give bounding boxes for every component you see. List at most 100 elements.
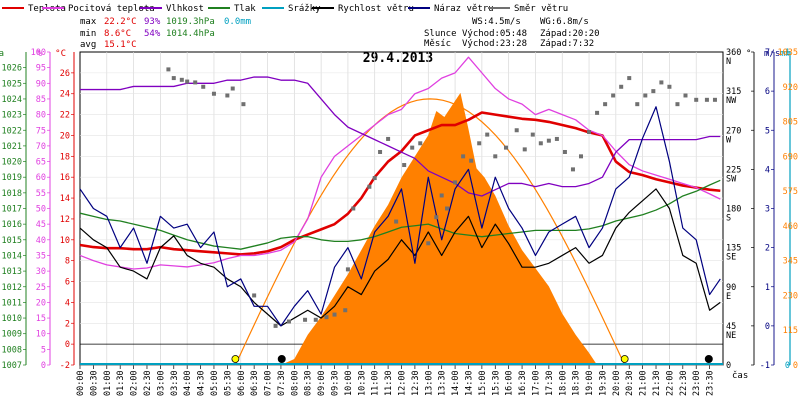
wind-dir-point-59 [675,102,680,107]
hpa-tick-label-9: 1016 [2,220,22,230]
dir-tick-label-2: 90 [726,283,736,293]
x-tick-label-31: 15:30 [491,370,501,396]
solar-tick-label-5: 575 [783,187,798,197]
chart-title: 29.4.2013 [363,51,433,66]
pct-tick-label-18: 90 [36,79,46,89]
wind-dir-point-42 [538,141,543,146]
x-tick-label-38: 19:00 [585,370,595,396]
avg-temp: 15.1°C [104,40,137,50]
wind-dir-point-0 [166,67,171,72]
hpa-tick-label-5: 1012 [2,283,22,293]
temp-axis-label: °C [55,49,66,59]
wind-dir-point-41 [530,132,535,137]
wind-tick-label-0: -1 [760,361,770,371]
wind-dir-point-44 [554,136,559,141]
legend-label-4: Srážky [288,4,321,14]
dir-tick-label-5: 225 [726,165,741,175]
hpa-axis-label: hPa [0,49,4,59]
legend-label-1: Pocitová teplota [68,4,155,14]
pct-tick-label-3: 15 [36,314,46,324]
wind-dir-point-17 [343,308,348,313]
x-tick-label-45: 22:30 [679,370,689,396]
wind-dir-point-13 [303,317,308,322]
rain-tick-label-0: 0 [785,361,790,371]
hpa-tick-label-7: 1014 [2,251,22,261]
wind-dir-point-36 [485,132,490,137]
pct-tick-label-10: 50 [36,205,46,215]
x-tick-label-16: 08:00 [290,370,300,396]
x-tick-label-39: 19:30 [598,370,608,396]
temp-tick-label-7: 12 [60,215,70,225]
wind-dir-point-47 [579,154,584,159]
wind-dir-point-34 [469,158,474,163]
wind-axis-label: m/s [764,49,780,59]
x-tick-label-22: 11:00 [371,370,381,396]
x-tick-label-7: 03:30 [170,370,180,396]
wind-tick-label-8: 7 [765,48,770,58]
dir-tick-label-4: 180 [726,205,741,215]
wind-dir-point-27 [418,141,423,146]
temp-tick-label-1: 0 [65,340,70,350]
wind-tick-label-6: 5 [765,126,770,136]
hpa-tick-label-3: 1010 [2,314,22,324]
wind-dir-point-3 [185,79,190,84]
wind-dir-point-61 [694,97,699,102]
plot-area [79,56,723,366]
solar-tick-label-4: 460 [783,222,798,232]
temp-tick-label-10: 18 [60,152,70,162]
x-tick-label-35: 17:30 [545,370,555,396]
wind-dir-point-5 [201,84,206,89]
wind-dir-point-38 [503,145,508,150]
max-press: 1019.3hPa [166,17,215,27]
solar-tick-label-1: 115 [783,326,798,336]
dir-tick-label-0: 0 [726,361,731,371]
wind-dir-point-32 [453,180,458,185]
wind-dir-point-24 [394,219,399,224]
legend-label-6: Náraz větru [434,4,494,14]
pct-tick-label-8: 40 [36,236,46,246]
wind-tick-label-1: 0 [765,322,770,332]
x-tick-label-12: 06:00 [237,370,247,396]
x-tick-label-18: 09:00 [317,370,327,396]
x-tick-label-19: 09:30 [331,370,341,396]
sun-set: Západ:20:20 [540,29,600,39]
x-tick-label-46: 23:00 [692,370,702,396]
x-tick-label-28: 14:00 [451,370,461,396]
moon-rise: Východ:23:28 [462,39,527,49]
wind-dir-point-39 [514,128,519,133]
wind-dir-point-35 [477,141,482,146]
x-tick-label-10: 05:00 [210,370,220,396]
pct-tick-label-14: 70 [36,142,46,152]
pct-tick-label-5: 25 [36,283,46,293]
wind-dir-point-49 [595,110,600,115]
series-line-0 [79,111,721,256]
hpa-tick-label-19: 1026 [2,64,22,74]
x-tick-label-2: 01:00 [103,370,113,396]
wind-dir-point-26 [410,145,415,150]
wind-dir-point-6 [211,91,216,96]
x-tick-label-41: 20:30 [625,370,635,396]
x-tick-label-32: 16:00 [505,370,515,396]
x-tick-label-44: 22:00 [665,370,675,396]
pct-tick-label-15: 75 [36,126,46,136]
sun-label: Slunce [424,29,457,39]
wind-dir-point-40 [522,147,527,152]
wind-dir-point-60 [683,93,688,98]
hpa-tick-label-17: 1024 [2,95,22,105]
dir-dir-label-8: N [726,57,731,67]
x-tick-label-9: 04:30 [197,370,207,396]
wind-dir-point-12 [286,319,291,324]
wind-dir-point-52 [619,84,624,89]
pct-tick-label-7: 35 [36,251,46,261]
x-tick-label-3: 01:30 [116,370,126,396]
series-line-1 [79,56,721,270]
wind-dir-point-7 [225,93,230,98]
temp-tick-label-0: -2 [60,361,70,371]
hpa-tick-label-12: 1019 [2,173,22,183]
x-tick-label-30: 15:00 [478,370,488,396]
pct-tick-label-2: 10 [36,330,46,340]
x-tick-label-5: 02:30 [143,370,153,396]
temp-tick-label-13: 24 [60,90,70,100]
pct-axis-label: % [37,49,43,59]
wind-gust-info: WG:6.8m/s [540,17,589,27]
